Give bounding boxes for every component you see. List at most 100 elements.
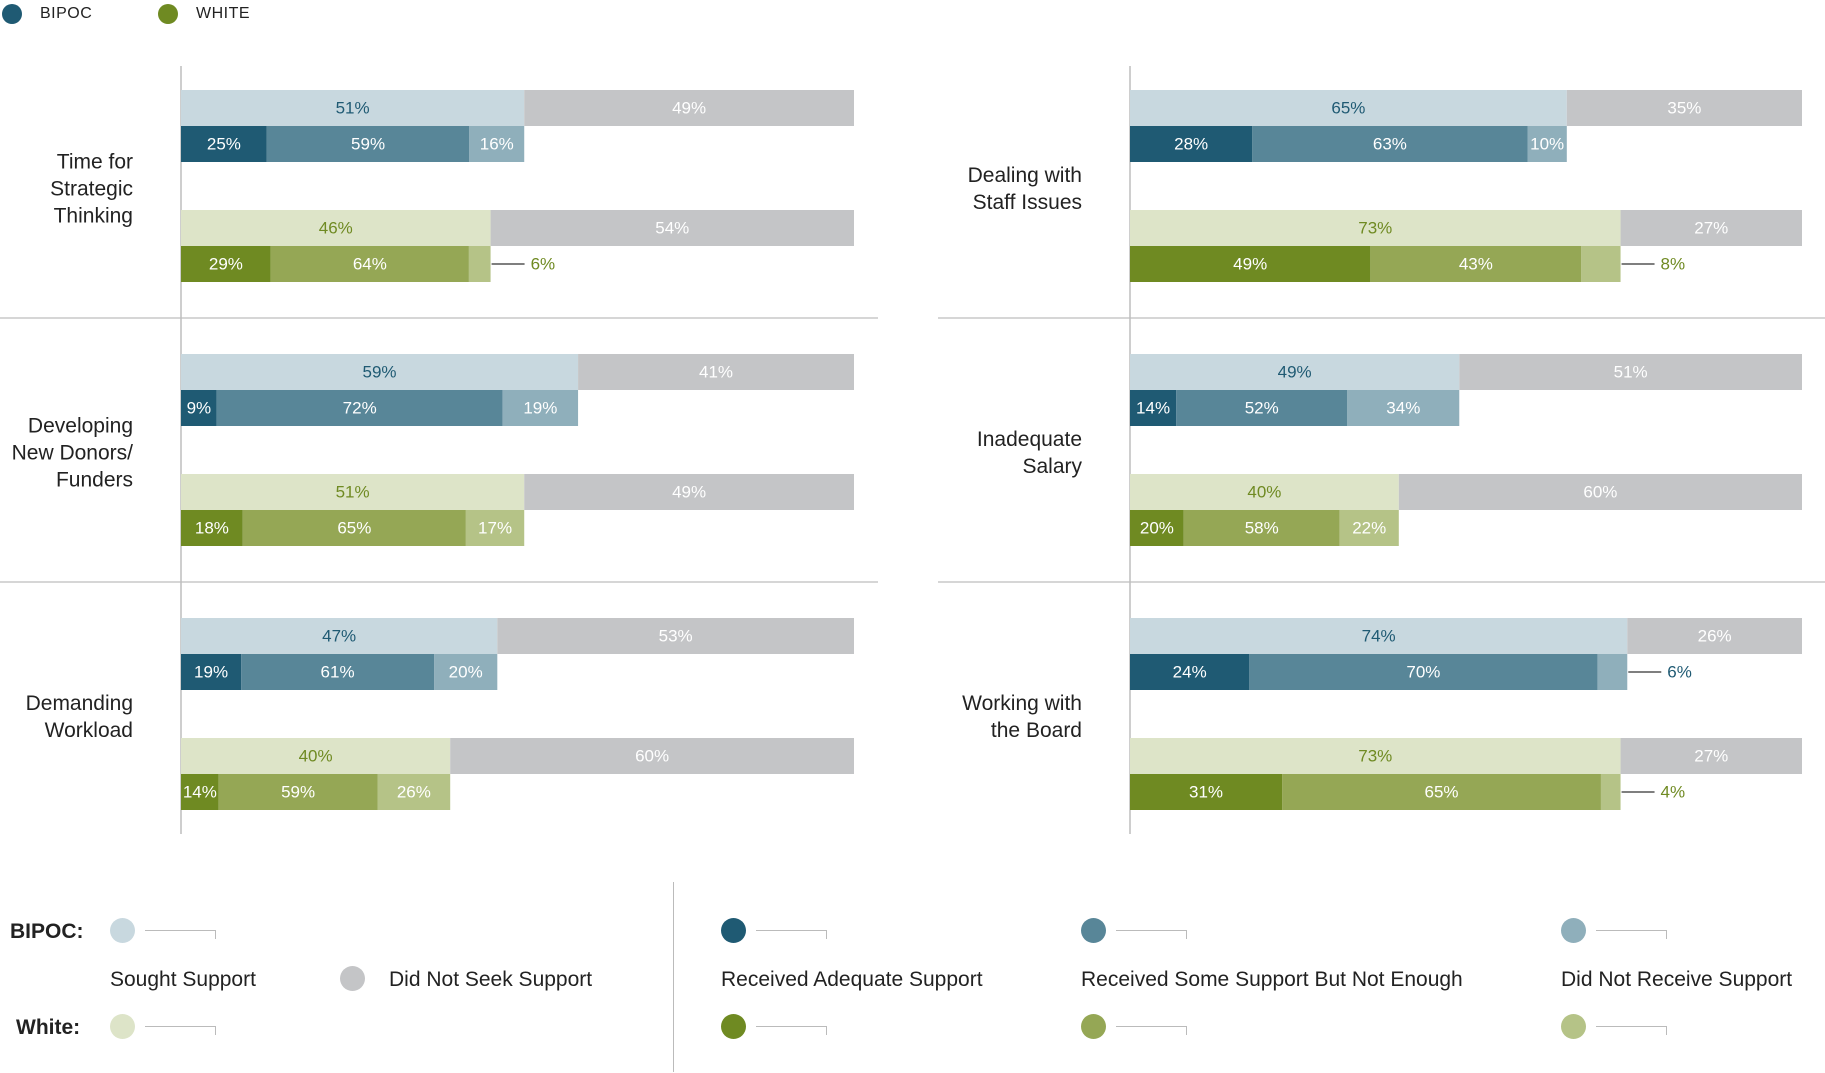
legend-bipoc: BIPOC — [2, 4, 92, 24]
category-label: Salary — [1022, 455, 1082, 478]
bar-some — [1176, 390, 1348, 426]
bar-some — [216, 390, 503, 426]
category-label: Dealing with — [968, 164, 1082, 187]
label-sought: 51% — [336, 98, 370, 117]
legend-connector — [1596, 1026, 1667, 1035]
bar-not-seek — [1459, 354, 1802, 390]
legend-connector — [756, 1026, 827, 1035]
category-label: Strategic — [50, 178, 133, 201]
label-sought: 40% — [299, 746, 333, 765]
bar-adequate — [1130, 654, 1250, 690]
label-adequate: 18% — [195, 518, 229, 537]
label-none: 34% — [1386, 398, 1420, 417]
category-label: the Board — [991, 719, 1082, 742]
legend-connector — [145, 1026, 216, 1035]
bar-none — [377, 774, 451, 810]
bar-adequate — [1130, 774, 1283, 810]
bar-some — [1252, 126, 1528, 162]
category-label: Workload — [45, 719, 133, 742]
label-not-seek: 60% — [635, 746, 669, 765]
legend-bipoc-row-label: BIPOC: — [10, 920, 84, 943]
label-some: 43% — [1459, 254, 1493, 273]
bar-not-seek — [1620, 210, 1802, 246]
bar-adequate — [181, 246, 271, 282]
bar-sought — [181, 738, 451, 774]
bar-adequate — [1130, 510, 1184, 546]
label-not-seek: 51% — [1614, 362, 1648, 381]
label-none: 22% — [1352, 518, 1386, 537]
label-sought: 73% — [1358, 746, 1392, 765]
label-adequate: 24% — [1173, 662, 1207, 681]
legend-not-seek-label: Did Not Seek Support — [389, 968, 593, 991]
label-some: 72% — [343, 398, 377, 417]
label-some: 65% — [1424, 782, 1458, 801]
label-not-seek: 26% — [1698, 626, 1732, 645]
bar-adequate — [1130, 246, 1371, 282]
label-some: 61% — [321, 662, 355, 681]
legend-none-label: Did Not Receive Support — [1561, 968, 1793, 991]
bar-sought — [181, 210, 491, 246]
bipoc-dot-icon — [2, 4, 22, 24]
bar-not-seek — [1566, 90, 1802, 126]
bar-none — [1600, 774, 1621, 810]
legend-connector — [145, 930, 216, 939]
label-sought: 74% — [1362, 626, 1396, 645]
bar-sought — [1130, 354, 1460, 390]
label-sought: 47% — [322, 626, 356, 645]
label-none: 16% — [480, 134, 514, 153]
white-some-dot-icon — [1081, 1014, 1106, 1039]
label-some: 70% — [1406, 662, 1440, 681]
legend-bipoc-label: BIPOC — [40, 5, 93, 22]
legend-some-label: Received Some Support But Not Enough — [1081, 968, 1463, 991]
bar-not-seek — [1398, 474, 1802, 510]
label-not-seek: 27% — [1694, 746, 1728, 765]
category-label: Time for — [57, 151, 133, 174]
legend-white-row-label: White: — [16, 1016, 81, 1039]
category-label: Staff Issues — [973, 191, 1082, 214]
white-none-dot-icon — [1561, 1014, 1586, 1039]
category-label: Developing — [28, 415, 133, 438]
legend-connector — [1596, 930, 1667, 939]
bar-sought — [1130, 90, 1567, 126]
bar-none — [465, 510, 525, 546]
label-adequate: 28% — [1174, 134, 1208, 153]
label-not-seek: 49% — [672, 98, 706, 117]
bar-adequate — [181, 126, 267, 162]
label-adequate: 20% — [1140, 518, 1174, 537]
bar-chart: 51% 49% 25% 59% 16% 46% 54% 29% 64% 6% Time for Str… — [0, 66, 1825, 834]
label-some: 59% — [351, 134, 385, 153]
label-none: 26% — [397, 782, 431, 801]
label-not-seek: 60% — [1583, 482, 1617, 501]
bar-sought — [181, 90, 525, 126]
label-adequate: 49% — [1233, 254, 1267, 273]
bar-not-seek — [524, 90, 854, 126]
label-not-seek: 27% — [1694, 218, 1728, 237]
label-adequate: 14% — [183, 782, 217, 801]
label-not-seek: 53% — [659, 626, 693, 645]
label-adequate: 9% — [187, 398, 212, 417]
legend-connector — [1116, 930, 1187, 939]
legend-divider — [673, 882, 674, 1072]
bar-not-seek — [497, 618, 854, 654]
bar-some — [241, 654, 435, 690]
bar-some — [1183, 510, 1340, 546]
label-none: 6% — [531, 254, 556, 273]
legend-white: WHITE — [158, 4, 250, 24]
legend-connector — [756, 930, 827, 939]
bar-adequate — [181, 510, 243, 546]
label-adequate: 19% — [194, 662, 228, 681]
bipoc-some-dot-icon — [1081, 918, 1106, 943]
label-some: 52% — [1245, 398, 1279, 417]
legend-adequate-label: Received Adequate Support — [721, 968, 983, 991]
bar-none — [468, 246, 491, 282]
bar-none — [469, 126, 525, 162]
bar-adequate — [1130, 126, 1253, 162]
bipoc-sought-dot-icon — [110, 918, 135, 943]
white-sought-dot-icon — [110, 1014, 135, 1039]
label-not-seek: 49% — [672, 482, 706, 501]
bar-none — [1581, 246, 1621, 282]
label-sought: 65% — [1331, 98, 1365, 117]
not-seek-dot-icon — [340, 966, 365, 991]
label-adequate: 31% — [1189, 782, 1223, 801]
